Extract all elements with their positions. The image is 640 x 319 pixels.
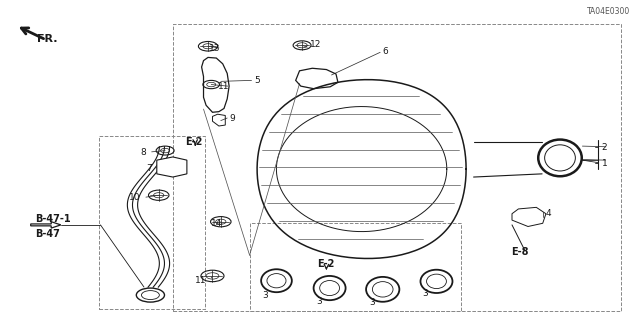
Text: 6: 6 [383,47,388,56]
Text: 3: 3 [423,289,428,298]
Text: 1: 1 [602,159,607,168]
Text: B-47-1: B-47-1 [35,213,71,224]
Text: 9: 9 [229,114,235,123]
Bar [99,136,205,309]
Text: 12: 12 [310,40,321,49]
Text: E-2: E-2 [317,259,335,269]
Text: E-2: E-2 [186,137,203,147]
Bar [173,24,621,311]
Text: 14: 14 [211,219,223,228]
Text: 3: 3 [263,291,268,300]
Text: FR.: FR. [37,34,58,44]
Text: 11: 11 [195,276,206,285]
Text: 2: 2 [602,143,607,152]
Text: TA04E0300: TA04E0300 [587,7,630,16]
Text: 10: 10 [129,193,141,202]
Text: 3: 3 [370,298,375,307]
Text: 3: 3 [316,297,321,306]
Text: B-47: B-47 [35,228,60,239]
Text: 13: 13 [209,44,220,53]
Text: 11: 11 [218,82,229,91]
Polygon shape [157,157,187,177]
Text: 7: 7 [146,164,152,173]
Text: 8: 8 [140,148,146,157]
Bar [250,223,461,311]
Text: E-8: E-8 [511,247,528,257]
Text: 5: 5 [255,76,260,85]
Polygon shape [31,222,61,228]
Text: 4: 4 [545,209,551,218]
